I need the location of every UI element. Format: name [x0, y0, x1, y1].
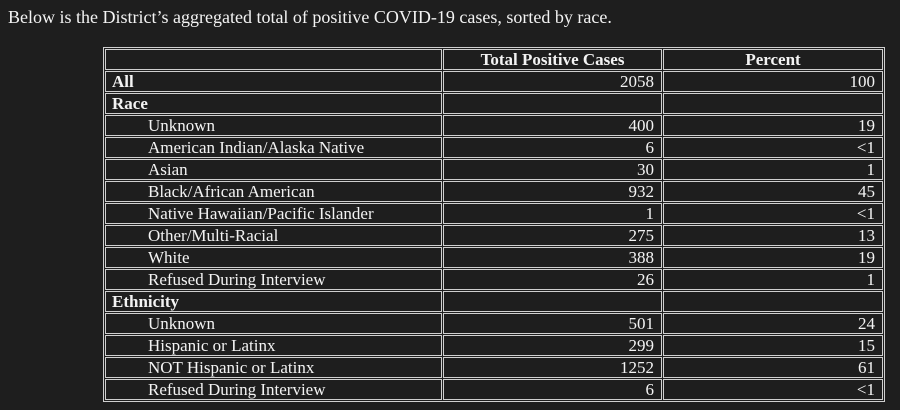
row-percent: 100 [663, 71, 883, 92]
row-cases: 400 [443, 115, 662, 136]
row-label: Native Hawaiian/Pacific Islander [105, 203, 442, 224]
row-label: White [105, 247, 442, 268]
table-row-not-hispanic-or-latinx: NOT Hispanic or Latinx 1252 61 [105, 357, 883, 378]
row-percent: 61 [663, 357, 883, 378]
row-label: American Indian/Alaska Native [105, 137, 442, 158]
table-row-race-section: Race [105, 93, 883, 114]
table-row-hispanic-or-latinx: Hispanic or Latinx 299 15 [105, 335, 883, 356]
row-label: Refused During Interview [105, 379, 442, 400]
row-percent: <1 [663, 379, 883, 400]
covid-cases-table: Total Positive Cases Percent All 2058 10… [103, 47, 885, 402]
row-label: Other/Multi-Racial [105, 225, 442, 246]
row-cases: 275 [443, 225, 662, 246]
row-percent: 15 [663, 335, 883, 356]
row-percent: <1 [663, 137, 883, 158]
table-row-all: All 2058 100 [105, 71, 883, 92]
row-percent: 13 [663, 225, 883, 246]
row-cases: 26 [443, 269, 662, 290]
row-percent: 19 [663, 115, 883, 136]
header-total-positive-cases: Total Positive Cases [443, 49, 662, 70]
table-row-ethnicity-unknown: Unknown 501 24 [105, 313, 883, 334]
row-label: Refused During Interview [105, 269, 442, 290]
row-percent: <1 [663, 203, 883, 224]
table-row-american-indian-alaska-native: American Indian/Alaska Native 6 <1 [105, 137, 883, 158]
row-label: Black/African American [105, 181, 442, 202]
header-percent: Percent [663, 49, 883, 70]
row-cases: 299 [443, 335, 662, 356]
intro-text: Below is the District’s aggregated total… [8, 7, 612, 27]
table-row-native-hawaiian-pacific-islander: Native Hawaiian/Pacific Islander 1 <1 [105, 203, 883, 224]
table-row-race-refused-during-interview: Refused During Interview 26 1 [105, 269, 883, 290]
row-label: Hispanic or Latinx [105, 335, 442, 356]
table-row-race-unknown: Unknown 400 19 [105, 115, 883, 136]
row-label: Unknown [105, 115, 442, 136]
row-percent: 1 [663, 159, 883, 180]
table-row-other-multi-racial: Other/Multi-Racial 275 13 [105, 225, 883, 246]
row-cases: 501 [443, 313, 662, 334]
row-label: Race [105, 93, 442, 114]
row-percent: 45 [663, 181, 883, 202]
row-percent: 24 [663, 313, 883, 334]
table-row-ethnicity-refused-during-interview: Refused During Interview 6 <1 [105, 379, 883, 400]
table-row-asian: Asian 30 1 [105, 159, 883, 180]
row-cases [443, 93, 662, 114]
row-cases: 6 [443, 137, 662, 158]
row-label: NOT Hispanic or Latinx [105, 357, 442, 378]
table-row-ethnicity-section: Ethnicity [105, 291, 883, 312]
row-percent: 1 [663, 269, 883, 290]
table-header-row: Total Positive Cases Percent [105, 49, 883, 70]
row-label: All [105, 71, 442, 92]
row-cases: 30 [443, 159, 662, 180]
row-label: Unknown [105, 313, 442, 334]
table-row-white: White 388 19 [105, 247, 883, 268]
row-cases [443, 291, 662, 312]
row-label: Asian [105, 159, 442, 180]
row-cases: 388 [443, 247, 662, 268]
row-percent [663, 291, 883, 312]
row-cases: 6 [443, 379, 662, 400]
table-row-black-african-american: Black/African American 932 45 [105, 181, 883, 202]
row-cases: 2058 [443, 71, 662, 92]
header-blank-cell [105, 49, 442, 70]
row-cases: 932 [443, 181, 662, 202]
row-percent: 19 [663, 247, 883, 268]
row-label: Ethnicity [105, 291, 442, 312]
row-cases: 1252 [443, 357, 662, 378]
row-percent [663, 93, 883, 114]
row-cases: 1 [443, 203, 662, 224]
